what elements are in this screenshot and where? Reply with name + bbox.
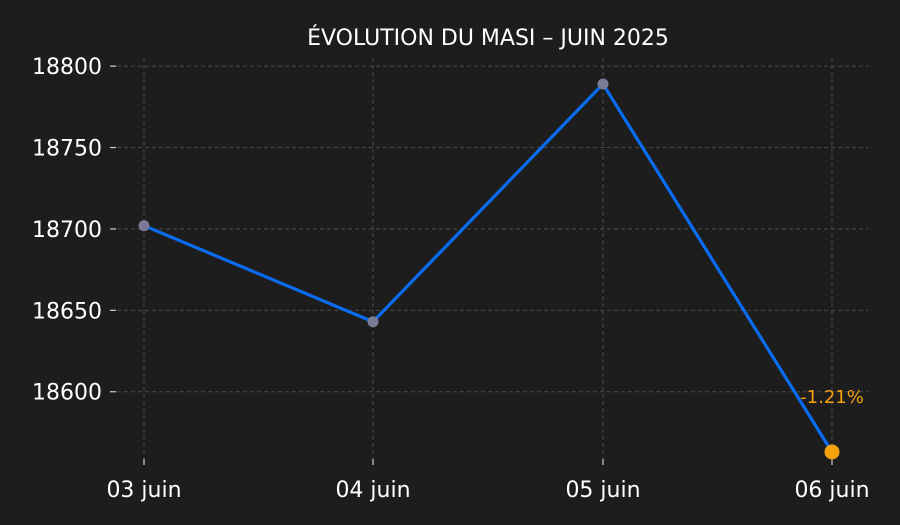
series-masi bbox=[138, 78, 840, 460]
x-tick-label: 05 juin bbox=[565, 478, 640, 503]
chart-title: ÉVOLUTION DU MASI – JUIN 2025 bbox=[307, 25, 669, 51]
y-tick-label: 18650 bbox=[32, 299, 102, 324]
data-point bbox=[367, 316, 379, 328]
x-axis: 03 juin 04 juin 05 juin 06 juin bbox=[106, 459, 870, 503]
y-tick-label: 18800 bbox=[32, 55, 102, 80]
y-tick-label: 18600 bbox=[32, 381, 102, 406]
x-tick-label: 06 juin bbox=[794, 478, 869, 503]
data-point-highlight bbox=[824, 444, 840, 460]
grid bbox=[110, 58, 868, 465]
change-annotation: -1.21% bbox=[800, 387, 864, 408]
data-point bbox=[597, 78, 609, 90]
y-tick-label: 18750 bbox=[32, 137, 102, 162]
series-line bbox=[143, 82, 834, 453]
x-tick-label: 04 juin bbox=[335, 478, 410, 503]
y-axis: 18600 18650 18700 18750 18800 bbox=[32, 55, 116, 406]
data-point bbox=[138, 220, 150, 232]
annotations: -1.21% bbox=[800, 387, 864, 408]
x-tick-label: 03 juin bbox=[106, 478, 181, 503]
y-tick-label: 18700 bbox=[32, 218, 102, 243]
